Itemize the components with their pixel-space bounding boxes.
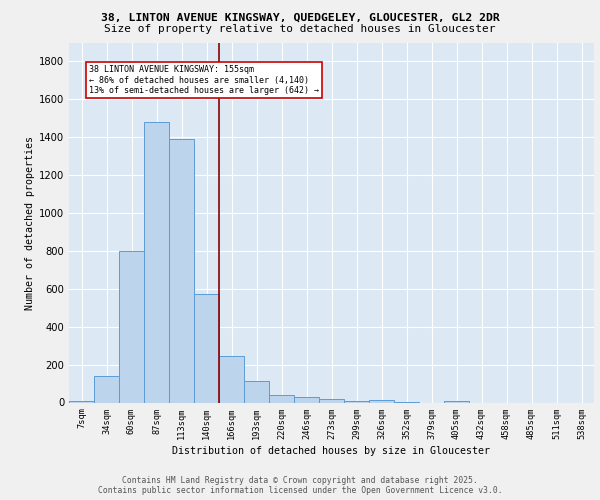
X-axis label: Distribution of detached houses by size in Gloucester: Distribution of detached houses by size … [173,446,491,456]
Bar [144,122,169,402]
Text: Contains HM Land Registry data © Crown copyright and database right 2025.
Contai: Contains HM Land Registry data © Crown c… [98,476,502,495]
Bar [94,376,119,402]
Bar [244,380,269,402]
Text: 38, LINTON AVENUE KINGSWAY, QUEDGELEY, GLOUCESTER, GL2 2DR: 38, LINTON AVENUE KINGSWAY, QUEDGELEY, G… [101,13,499,23]
Text: Size of property relative to detached houses in Gloucester: Size of property relative to detached ho… [104,24,496,34]
Bar [219,356,244,403]
Bar [369,400,394,402]
Bar [444,400,469,402]
Bar [269,395,294,402]
Bar [344,400,369,402]
Y-axis label: Number of detached properties: Number of detached properties [25,136,35,310]
Bar [294,397,319,402]
Text: 38 LINTON AVENUE KINGSWAY: 155sqm
← 86% of detached houses are smaller (4,140)
1: 38 LINTON AVENUE KINGSWAY: 155sqm ← 86% … [89,65,319,95]
Bar [69,400,94,402]
Bar [319,398,344,402]
Bar [119,251,144,402]
Bar [194,294,219,403]
Bar [169,139,194,402]
